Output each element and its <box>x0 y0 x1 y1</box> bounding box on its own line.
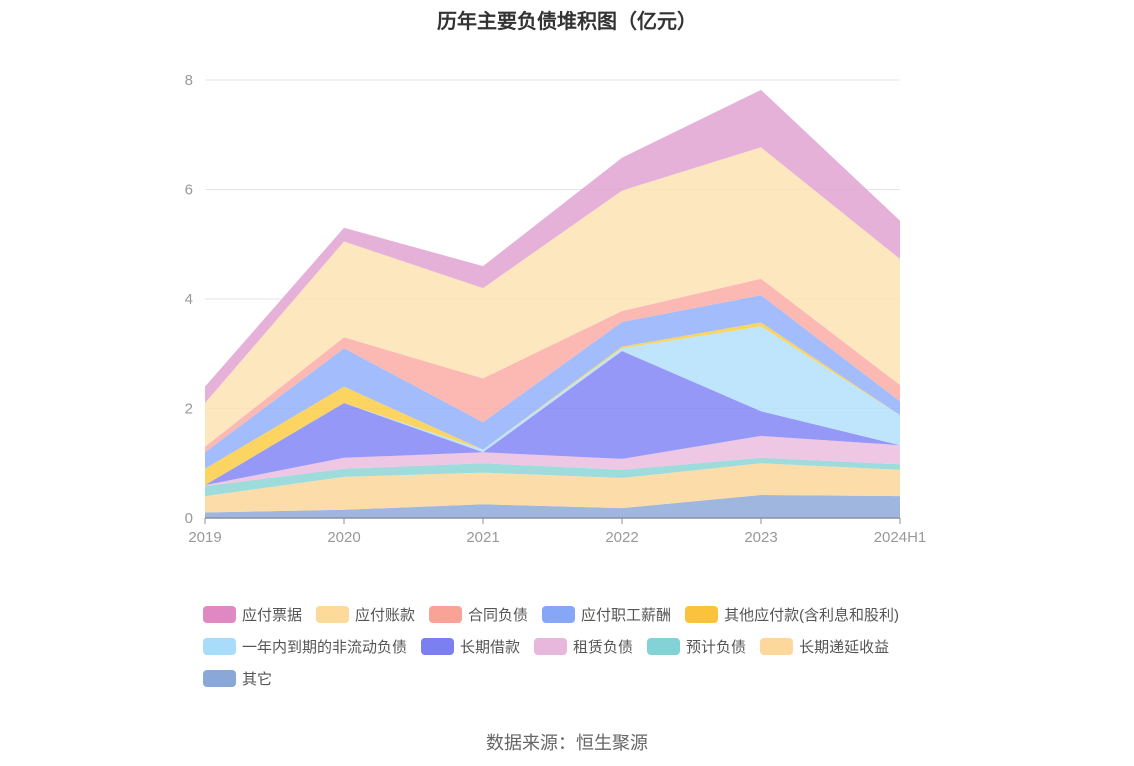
legend-label: 长期借款 <box>460 638 521 656</box>
legend-item[interactable]: 其他应付款(含利息和股利) <box>685 598 899 630</box>
area-长期递延收益 <box>205 463 900 513</box>
legend-swatch <box>203 637 236 655</box>
data-source: 数据来源：恒生聚源 <box>486 733 648 753</box>
area-租赁负债 <box>205 435 900 487</box>
legend-swatch <box>421 637 455 655</box>
legend-label: 租赁负债 <box>573 638 634 656</box>
axes: 0 2 4 6 8 2019 2020 2021 2022 2023 2024H1 <box>185 72 927 546</box>
legend-label: 应付票据 <box>242 606 303 624</box>
legend-label: 应付账款 <box>355 606 416 624</box>
x-tick-label: 2021 <box>466 529 499 546</box>
legend-swatch <box>203 669 236 687</box>
legend-swatch <box>203 605 236 623</box>
y-tick-label: 2 <box>185 401 193 418</box>
legend-label: 其它 <box>242 670 273 688</box>
x-tick-label: 2022 <box>605 529 638 546</box>
y-tick-label: 4 <box>185 291 193 308</box>
legend-swatch <box>316 605 350 623</box>
legend-item[interactable]: 预计负债 <box>647 630 746 662</box>
legend-item[interactable]: 其它 <box>203 662 272 694</box>
legend-swatch <box>542 605 576 623</box>
y-tick-label: 0 <box>185 510 193 527</box>
area-一年内到期的非流动负债 <box>205 326 900 486</box>
area-应付账款 <box>205 147 900 447</box>
legend-label: 一年内到期的非流动负债 <box>242 638 408 656</box>
legend-label: 预计负债 <box>686 638 747 656</box>
legend-swatch <box>534 637 568 655</box>
legend-item[interactable]: 应付职工薪酬 <box>542 598 671 630</box>
chart-title: 历年主要负债堆积图（亿元） <box>437 11 697 33</box>
legend-swatch <box>429 605 463 623</box>
legend-swatch <box>685 605 719 623</box>
area-预计负债 <box>205 457 900 497</box>
x-tick-label: 2019 <box>188 529 221 546</box>
x-tick-label: 2024H1 <box>874 529 927 546</box>
legend-item[interactable]: 合同负债 <box>429 598 528 630</box>
area-长期借款 <box>205 351 900 486</box>
stacked-area-chart: 0 2 4 6 8 2019 2020 2021 2022 2023 2024H1 <box>185 72 927 546</box>
y-tick-label: 6 <box>185 182 193 199</box>
area-其它 <box>205 495 900 518</box>
legend-item[interactable]: 长期递延收益 <box>760 630 889 662</box>
legend-swatch <box>760 637 794 655</box>
legend-label: 应付职工薪酬 <box>581 606 672 624</box>
x-tick-label: 2020 <box>327 529 360 546</box>
legend-item[interactable]: 应付账款 <box>316 598 415 630</box>
legend-item[interactable]: 长期借款 <box>421 630 520 662</box>
legend-swatch <box>647 637 681 655</box>
legend-label: 长期递延收益 <box>799 638 890 656</box>
y-tick-label: 8 <box>185 72 193 89</box>
legend-item[interactable]: 应付票据 <box>203 598 302 630</box>
legend-label: 其他应付款(含利息和股利) <box>724 606 900 624</box>
legend-label: 合同负债 <box>468 606 529 624</box>
legend-item[interactable]: 一年内到期的非流动负债 <box>203 630 407 662</box>
x-tick-label: 2023 <box>744 529 777 546</box>
area-series <box>205 89 900 518</box>
legend: 应付票据 应付账款 合同负债 应付职工薪酬 其他应付款(含利息和股利) 一年内到期的非流动… <box>203 598 963 694</box>
area-应付职工薪酬 <box>205 295 900 469</box>
legend-item[interactable]: 租赁负债 <box>534 630 633 662</box>
area-合同负债 <box>205 278 900 453</box>
